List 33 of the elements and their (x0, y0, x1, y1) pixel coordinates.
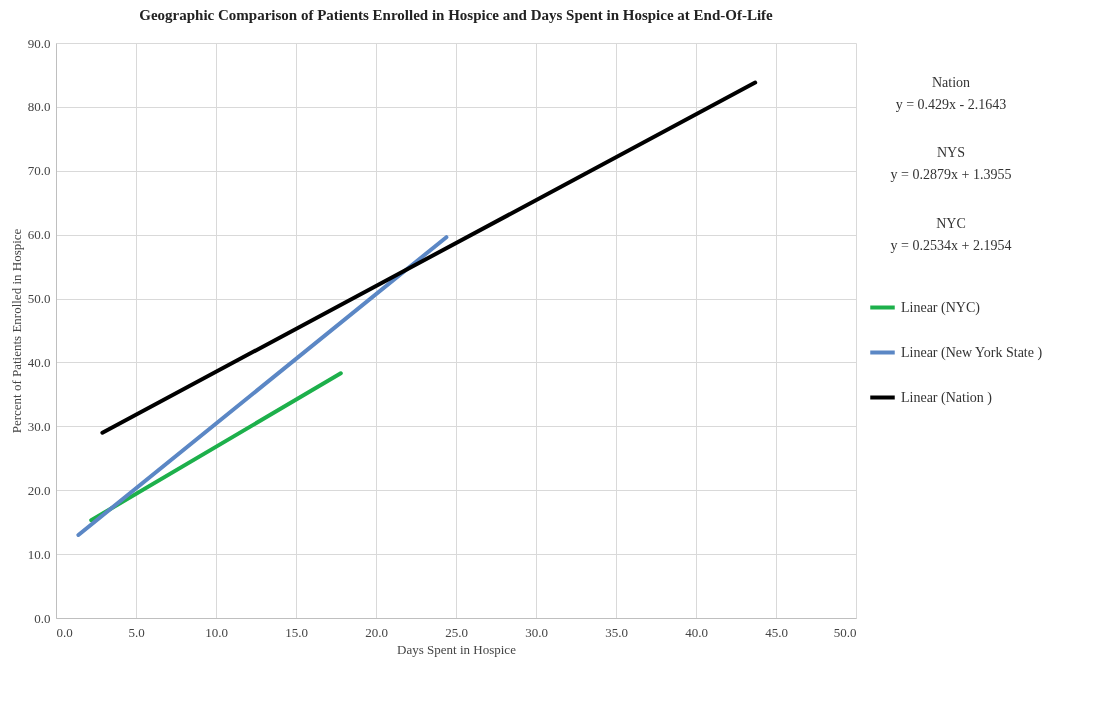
x-tick-label: 20.0 (365, 624, 388, 640)
text: NYC (936, 215, 966, 231)
x-tick-label: 45.0 (765, 624, 788, 640)
y-tick-label: 20.0 (27, 482, 51, 498)
text: y = 0.429x - 2.1643 (895, 97, 1007, 112)
x-tick-label: 0.0 (56, 624, 73, 640)
legend-label: Linear (New York State ) (901, 344, 1043, 361)
x-tick-label: 5.0 (128, 624, 145, 640)
legend-label: Linear (Nation ) (901, 389, 993, 406)
y-tick-label: 90.0 (27, 35, 51, 51)
y-tick-label: 50.0 (27, 291, 51, 307)
text: y = 0.2534x + 2.1954 (890, 237, 1012, 253)
x-tick-label: 50.0 (833, 624, 857, 640)
x-tick-label: 35.0 (605, 624, 628, 640)
x-tick-label: 40.0 (685, 624, 708, 640)
y-tick-label: 60.0 (27, 227, 51, 243)
y-tick-label: 0.0 (34, 610, 51, 626)
x-tick-label: 30.0 (525, 624, 548, 640)
y-axis-title: Percent of Patients Enrolled in Hospice (8, 228, 24, 434)
chart-title: Geographic Comparison of Patients Enrolled in Hospice and Days Spent in Hospice at End-Of-Life (139, 7, 774, 23)
x-axis-title: Days Spent in Hospice (397, 641, 517, 657)
x-tick-label: 10.0 (205, 624, 228, 640)
y-tick-label: 70.0 (27, 163, 51, 179)
text: NYS (936, 145, 966, 161)
y-tick-label: 30.0 (27, 418, 51, 434)
y-tick-label: 10.0 (27, 546, 51, 562)
y-tick-label: 40.0 (27, 354, 51, 370)
y-tick-label: 80.0 (27, 99, 51, 115)
text: y = 0.2879x + 1.3955 (890, 167, 1012, 183)
text: Nation (931, 75, 971, 90)
x-tick-label: 15.0 (285, 624, 308, 640)
legend-label: Linear (NYC) (901, 299, 981, 316)
x-tick-label: 25.0 (445, 624, 468, 640)
